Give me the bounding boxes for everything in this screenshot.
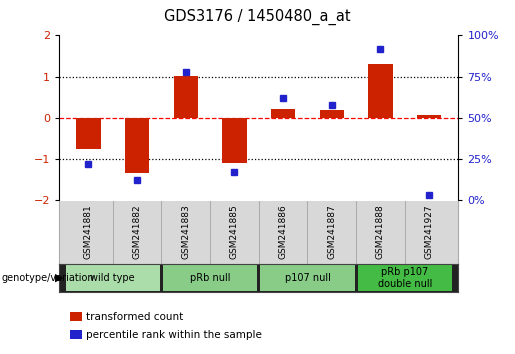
Text: GSM241888: GSM241888 <box>376 205 385 259</box>
Text: p107 null: p107 null <box>284 273 331 283</box>
Bar <box>174 76 198 118</box>
Bar <box>222 118 247 163</box>
Bar <box>320 110 344 118</box>
Text: wild type: wild type <box>91 273 135 283</box>
Text: GDS3176 / 1450480_a_at: GDS3176 / 1450480_a_at <box>164 9 351 25</box>
Text: GSM241887: GSM241887 <box>328 205 336 259</box>
Text: GSM241886: GSM241886 <box>279 205 287 259</box>
Text: pRb null: pRb null <box>190 273 230 283</box>
Text: GSM241881: GSM241881 <box>84 205 93 259</box>
Bar <box>271 109 295 118</box>
Bar <box>76 118 100 149</box>
Text: transformed count: transformed count <box>86 312 183 322</box>
Text: GSM241885: GSM241885 <box>230 205 239 259</box>
Bar <box>65 265 160 291</box>
Text: GSM241883: GSM241883 <box>181 205 190 259</box>
Bar <box>163 265 258 291</box>
Bar <box>260 265 355 291</box>
Bar <box>368 64 392 118</box>
Text: percentile rank within the sample: percentile rank within the sample <box>86 330 262 339</box>
Bar <box>70 312 82 321</box>
Bar <box>125 118 149 173</box>
Text: pRb p107
double null: pRb p107 double null <box>377 267 432 289</box>
Text: GSM241927: GSM241927 <box>425 205 434 259</box>
Bar <box>417 115 441 118</box>
Text: genotype/variation: genotype/variation <box>2 273 94 283</box>
Text: ▶: ▶ <box>55 273 64 283</box>
Text: GSM241882: GSM241882 <box>132 205 142 259</box>
Bar <box>70 330 82 339</box>
Bar <box>357 265 452 291</box>
